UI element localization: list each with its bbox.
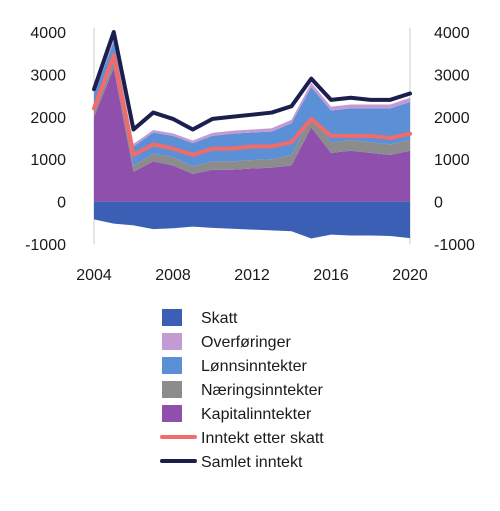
legend-item-inntekt-etter-skatt: Inntekt etter skatt <box>160 430 324 447</box>
y-tick-label-right: -1000 <box>434 237 475 254</box>
y-tick-label-left: 2000 <box>30 110 66 127</box>
legend-label: Samlet inntekt <box>201 454 303 471</box>
x-tick-label: 2008 <box>155 267 191 284</box>
legend-label: Skatt <box>201 310 238 327</box>
legend-label: Overføringer <box>201 334 291 351</box>
legend-label: Lønnsinntekter <box>201 358 308 375</box>
legend-item-naeringsinntekter: Næringsinntekter <box>162 381 324 399</box>
area-kapitalinntekter <box>94 68 410 202</box>
y-axis-right: 4000 3000 2000 1000 0 -1000 <box>434 25 475 254</box>
legend-item-kapitalinntekter: Kapitalinntekter <box>162 405 312 423</box>
y-tick-label-right: 0 <box>434 195 443 212</box>
legend-label: Inntekt etter skatt <box>201 430 324 447</box>
legend-item-skatt: Skatt <box>162 309 238 327</box>
x-tick-label: 2020 <box>392 267 428 284</box>
legend-swatch <box>162 333 182 350</box>
legend-item-lonnsinntekter: Lønnsinntekter <box>162 357 308 375</box>
area-series-group <box>94 37 410 239</box>
legend-item-overforinger: Overføringer <box>162 333 291 351</box>
y-tick-label-right: 3000 <box>434 67 470 84</box>
area-skatt <box>94 201 410 239</box>
legend-swatch <box>162 357 182 374</box>
legend: Skatt Overføringer Lønnsinntekter Næringsin… <box>160 309 324 471</box>
line-series-group <box>92 30 412 157</box>
y-tick-label-left: 3000 <box>30 67 66 84</box>
y-tick-label-left: -1000 <box>25 237 66 254</box>
legend-swatch <box>162 309 182 326</box>
line-samlet-inntekt <box>92 30 412 132</box>
y-tick-label-left: 1000 <box>30 152 66 169</box>
legend-swatch <box>162 405 182 422</box>
line-inntekt-etter-skatt <box>92 53 412 157</box>
area-naeringsinntekter <box>94 62 410 175</box>
y-tick-label-left: 4000 <box>30 25 66 42</box>
legend-swatch <box>162 381 182 398</box>
x-tick-label: 2004 <box>76 267 112 284</box>
x-axis: 2004 2008 2012 2016 2020 <box>76 267 428 284</box>
y-tick-label-right: 4000 <box>434 25 470 42</box>
legend-item-samlet-inntekt: Samlet inntekt <box>160 454 303 471</box>
y-tick-label-right: 1000 <box>434 152 470 169</box>
legend-label: Kapitalinntekter <box>201 406 312 423</box>
y-tick-label-right: 2000 <box>434 110 470 127</box>
legend-label: Næringsinntekter <box>201 382 324 399</box>
y-axis-left: 4000 3000 2000 1000 0 -1000 <box>25 25 66 254</box>
y-tick-label-left: 0 <box>57 195 66 212</box>
x-tick-label: 2012 <box>234 267 270 284</box>
x-tick-label: 2016 <box>313 267 349 284</box>
